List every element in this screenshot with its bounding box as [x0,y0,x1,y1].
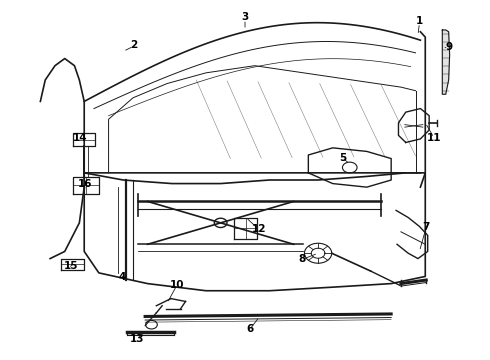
Text: 10: 10 [170,280,184,291]
Text: 5: 5 [339,153,346,163]
Polygon shape [442,30,450,94]
Text: 6: 6 [246,324,253,334]
Text: 16: 16 [78,179,93,189]
Text: 15: 15 [63,261,78,271]
Text: 7: 7 [422,222,430,232]
Text: 13: 13 [129,334,144,344]
Text: 12: 12 [251,224,266,234]
Text: 2: 2 [130,40,138,50]
Text: 14: 14 [73,133,88,143]
Text: 3: 3 [242,13,248,22]
Text: 4: 4 [119,272,126,282]
Text: 11: 11 [427,133,441,143]
Text: 9: 9 [445,42,452,52]
Text: 1: 1 [416,16,423,26]
Text: 8: 8 [299,254,306,264]
